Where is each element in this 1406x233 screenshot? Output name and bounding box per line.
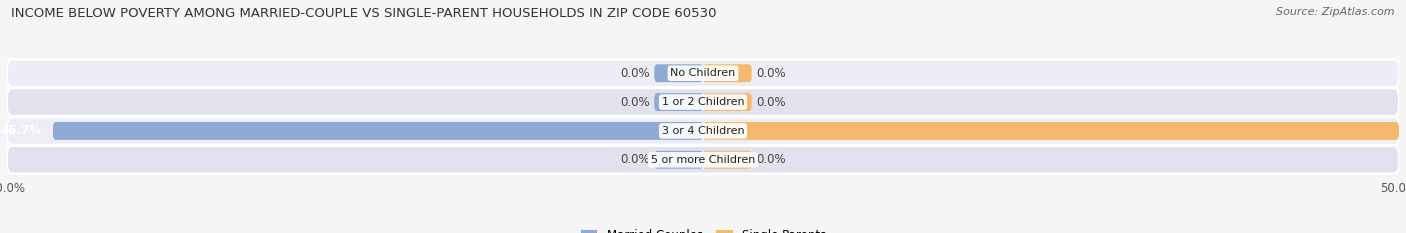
Text: 0.0%: 0.0% (620, 153, 650, 166)
Text: No Children: No Children (671, 68, 735, 78)
Text: 46.7%: 46.7% (1, 124, 42, 137)
Text: 0.0%: 0.0% (756, 153, 786, 166)
FancyBboxPatch shape (654, 151, 703, 169)
Text: 0.0%: 0.0% (620, 67, 650, 80)
Legend: Married Couples, Single Parents: Married Couples, Single Parents (575, 224, 831, 233)
FancyBboxPatch shape (53, 122, 703, 140)
Text: 0.0%: 0.0% (756, 67, 786, 80)
Text: Source: ZipAtlas.com: Source: ZipAtlas.com (1277, 7, 1395, 17)
FancyBboxPatch shape (703, 64, 752, 82)
FancyBboxPatch shape (7, 117, 1399, 145)
FancyBboxPatch shape (7, 146, 1399, 174)
FancyBboxPatch shape (703, 151, 752, 169)
FancyBboxPatch shape (654, 93, 703, 111)
FancyBboxPatch shape (654, 64, 703, 82)
FancyBboxPatch shape (7, 59, 1399, 87)
Text: 5 or more Children: 5 or more Children (651, 155, 755, 165)
Text: INCOME BELOW POVERTY AMONG MARRIED-COUPLE VS SINGLE-PARENT HOUSEHOLDS IN ZIP COD: INCOME BELOW POVERTY AMONG MARRIED-COUPL… (11, 7, 717, 20)
FancyBboxPatch shape (7, 88, 1399, 116)
Text: 0.0%: 0.0% (620, 96, 650, 109)
FancyBboxPatch shape (703, 122, 1399, 140)
Text: 0.0%: 0.0% (756, 96, 786, 109)
Text: 1 or 2 Children: 1 or 2 Children (662, 97, 744, 107)
Text: 3 or 4 Children: 3 or 4 Children (662, 126, 744, 136)
FancyBboxPatch shape (703, 93, 752, 111)
